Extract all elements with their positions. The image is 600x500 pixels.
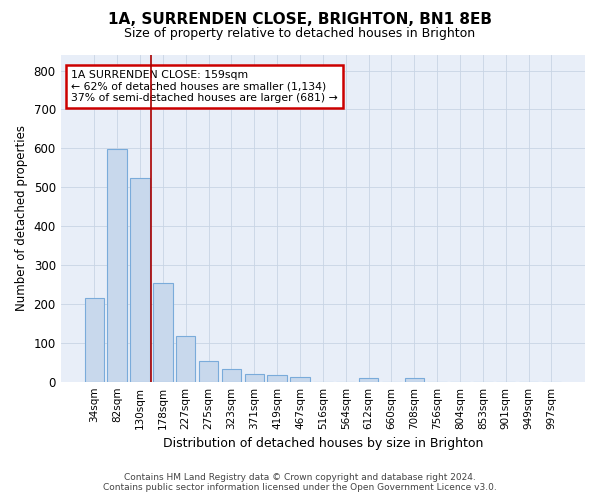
Text: Contains HM Land Registry data © Crown copyright and database right 2024.
Contai: Contains HM Land Registry data © Crown c… [103, 473, 497, 492]
Text: 1A SURRENDEN CLOSE: 159sqm
← 62% of detached houses are smaller (1,134)
37% of s: 1A SURRENDEN CLOSE: 159sqm ← 62% of deta… [71, 70, 338, 103]
Bar [290, 378, 310, 382]
Y-axis label: Number of detached properties: Number of detached properties [15, 126, 28, 312]
Bar [176, 336, 196, 382]
Bar [268, 376, 287, 382]
Bar [153, 282, 173, 382]
Bar [359, 378, 378, 382]
Bar [85, 298, 104, 382]
Bar [107, 149, 127, 382]
Bar [245, 374, 264, 382]
Bar [404, 378, 424, 382]
Bar [221, 369, 241, 382]
Bar [130, 178, 149, 382]
Bar [199, 362, 218, 382]
Text: Size of property relative to detached houses in Brighton: Size of property relative to detached ho… [124, 28, 476, 40]
X-axis label: Distribution of detached houses by size in Brighton: Distribution of detached houses by size … [163, 437, 483, 450]
Text: 1A, SURRENDEN CLOSE, BRIGHTON, BN1 8EB: 1A, SURRENDEN CLOSE, BRIGHTON, BN1 8EB [108, 12, 492, 28]
